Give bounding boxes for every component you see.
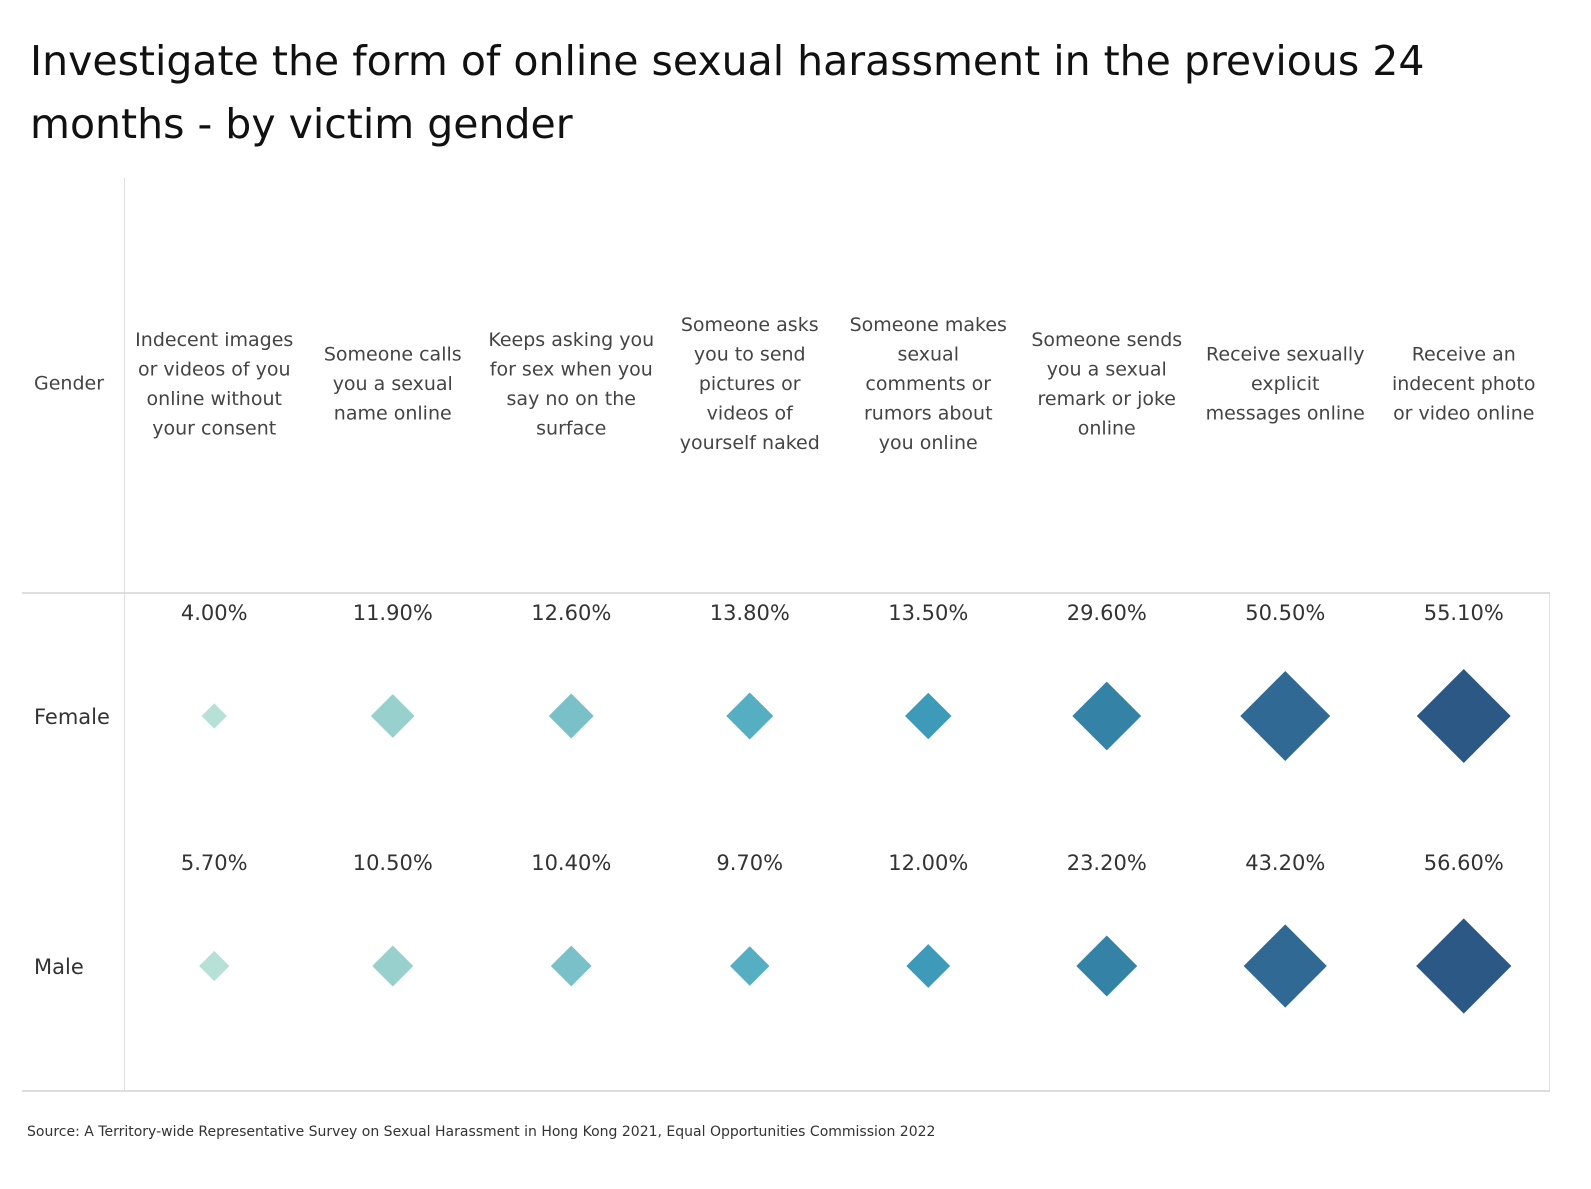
chart-svg: Gender Indecent images or videos of you onl… bbox=[22, 178, 1550, 1092]
diamond-marker bbox=[906, 944, 951, 988]
column-header: Receive sexually explicit messages online bbox=[1206, 343, 1365, 424]
diamond-marker bbox=[550, 945, 592, 987]
value-label: 12.60% bbox=[531, 601, 611, 625]
value-label: 13.80% bbox=[710, 601, 790, 625]
column-header: Someone makes sexual comments or rumors abo… bbox=[850, 314, 1007, 454]
value-label: 5.70% bbox=[181, 851, 248, 875]
column-header: Someone asks you to send pictures or videos… bbox=[680, 314, 820, 454]
value-label: 56.60% bbox=[1424, 851, 1504, 875]
diamond-marker bbox=[548, 693, 594, 739]
row-label-male: Male bbox=[34, 955, 84, 979]
value-label: 11.90% bbox=[353, 601, 433, 625]
value-label: 10.40% bbox=[531, 851, 611, 875]
diamond-marker bbox=[1072, 681, 1142, 751]
row-label-female: Female bbox=[34, 705, 110, 729]
column-header: Someone calls you a sexual name online bbox=[324, 343, 462, 424]
chart-title: Investigate the form of online sexual ha… bbox=[30, 37, 1425, 148]
value-label: 43.20% bbox=[1245, 851, 1325, 875]
diamond-marker bbox=[905, 692, 952, 740]
value-label: 4.00% bbox=[181, 601, 248, 625]
diamond-marker bbox=[1416, 918, 1512, 1014]
diamond-marker bbox=[726, 692, 774, 740]
value-label: 13.50% bbox=[888, 601, 968, 625]
diamond-marker bbox=[372, 945, 414, 987]
column-header: Keeps asking you for sex when you say no o… bbox=[488, 328, 654, 439]
source-note: Source: A Territory-wide Representative … bbox=[27, 1124, 936, 1140]
row-header-gender: Gender bbox=[34, 373, 104, 395]
diamond-marker bbox=[1076, 935, 1138, 997]
value-label: 10.50% bbox=[353, 851, 433, 875]
value-label: 23.20% bbox=[1067, 851, 1147, 875]
diamond-marker bbox=[199, 950, 230, 982]
value-label: 29.60% bbox=[1067, 601, 1147, 625]
diamond-marker bbox=[370, 694, 415, 738]
diamond-marker bbox=[1240, 671, 1331, 761]
diamond-marker bbox=[201, 703, 227, 729]
value-label: 50.50% bbox=[1245, 601, 1325, 625]
value-label: 55.10% bbox=[1424, 601, 1504, 625]
diamond-marker bbox=[730, 946, 770, 986]
column-header: Receive an indecent photo or video online bbox=[1392, 343, 1536, 424]
column-header: Indecent images or videos of you online wi… bbox=[135, 328, 293, 439]
column-header: Someone sends you a sexual remark or joke o… bbox=[1031, 328, 1182, 439]
diamond-marker bbox=[1416, 669, 1511, 763]
value-label: 9.70% bbox=[716, 851, 783, 875]
diamond-marker bbox=[1243, 924, 1327, 1008]
value-label: 12.00% bbox=[888, 851, 968, 875]
